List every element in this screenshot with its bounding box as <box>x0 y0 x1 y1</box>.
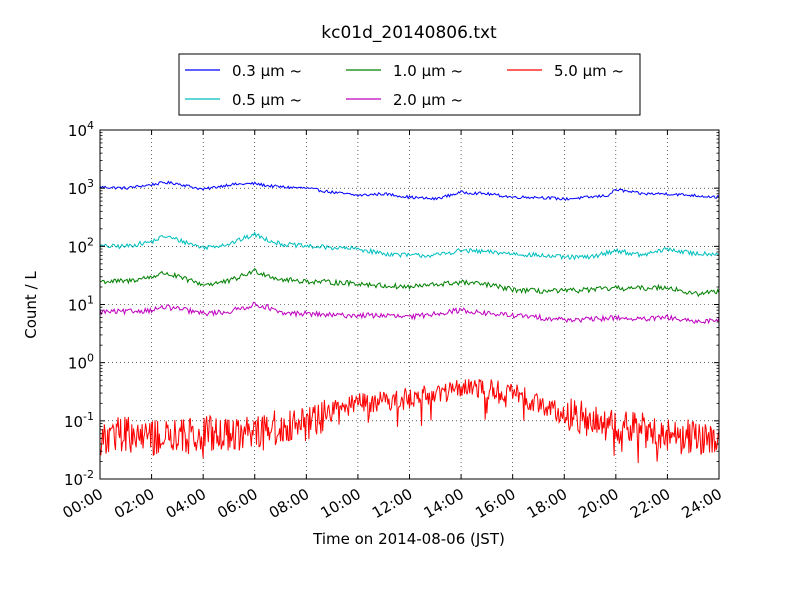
plot-area <box>100 130 719 479</box>
legend: 0.3 μm ~ 0.5 μm ~ 1.0 μm ~ 2.0 μm ~ 5.0 μm ~ <box>178 53 641 116</box>
legend-label: 5.0 μm ~ <box>554 62 624 80</box>
legend-label: 0.5 μm ~ <box>232 91 302 109</box>
series-line <box>99 180 720 202</box>
legend-box <box>178 53 641 116</box>
series-line <box>99 231 720 261</box>
y-tick-label: 104 <box>68 119 94 140</box>
x-tick-label: 18:00 <box>524 485 570 522</box>
x-tick-label: 22:00 <box>627 485 673 522</box>
y-axis: 10-2 10-1 100 101 102 103 104 <box>64 119 719 489</box>
x-tick-label: 10:00 <box>317 485 363 522</box>
x-tick-label: 16:00 <box>472 485 518 522</box>
y-tick-label: 101 <box>68 294 94 315</box>
series-line <box>99 301 720 325</box>
legend-label: 1.0 μm ~ <box>393 62 463 80</box>
x-tick-label: 04:00 <box>163 485 209 522</box>
x-tick-label: 24:00 <box>679 485 725 522</box>
chart-title: kc01d_20140806.txt <box>321 23 497 43</box>
series-layer <box>99 180 720 464</box>
y-tick-label: 10-2 <box>64 468 94 489</box>
x-tick-label: 02:00 <box>111 485 157 522</box>
x-tick-label: 06:00 <box>214 485 260 522</box>
legend-label: 0.3 μm ~ <box>232 62 302 80</box>
y-axis-label: Count / L <box>22 271 40 339</box>
x-tick-label: 00:00 <box>60 485 106 522</box>
x-tick-label: 20:00 <box>575 485 621 522</box>
x-tick-label: 08:00 <box>266 485 312 522</box>
legend-label: 2.0 μm ~ <box>393 91 463 109</box>
x-tick-label: 12:00 <box>369 485 415 522</box>
x-axis-label: Time on 2014-08-06 (JST) <box>312 530 505 548</box>
y-tick-label: 10-1 <box>64 410 94 431</box>
series-line <box>99 267 720 298</box>
y-tick-label: 102 <box>68 235 94 256</box>
x-tick-label: 14:00 <box>421 485 467 522</box>
series-line <box>99 379 720 464</box>
y-tick-label: 100 <box>68 352 94 373</box>
y-tick-label: 103 <box>68 177 94 198</box>
